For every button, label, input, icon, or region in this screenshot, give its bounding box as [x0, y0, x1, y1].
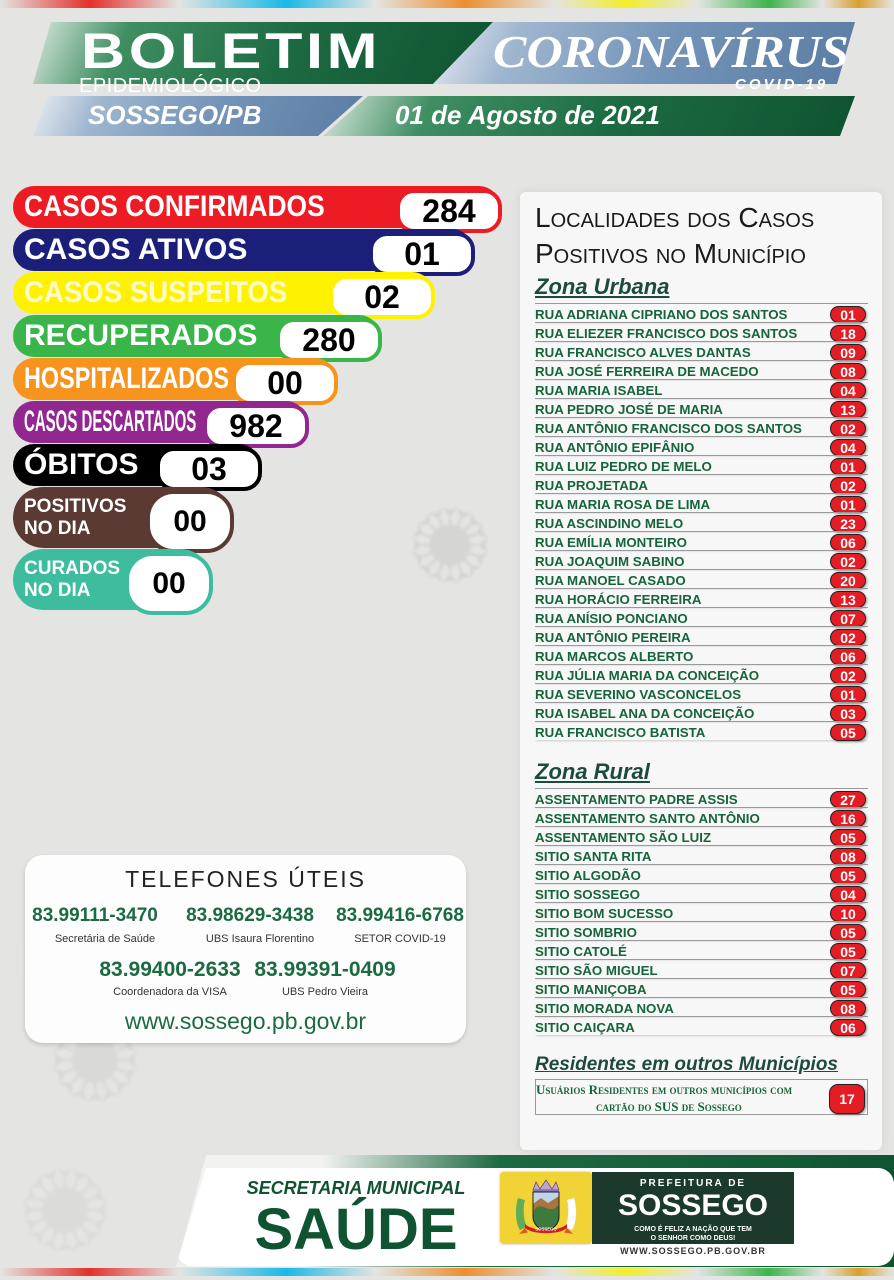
svg-text:SOSSEGO: SOSSEGO	[535, 1227, 557, 1232]
